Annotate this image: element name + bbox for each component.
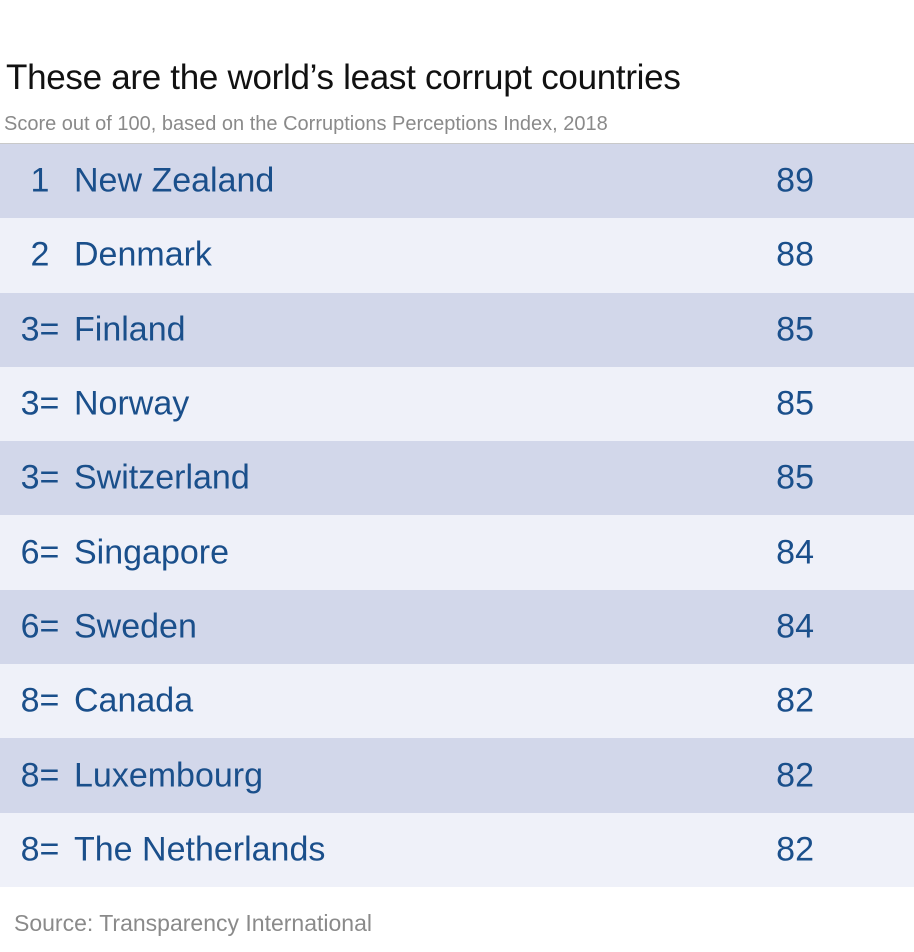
chart-title: These are the world’s least corrupt coun… xyxy=(6,58,681,97)
country-cell: The Netherlands xyxy=(74,830,326,869)
country-cell: Sweden xyxy=(74,607,197,646)
score-cell: 84 xyxy=(776,533,814,572)
rank-cell: 2 xyxy=(30,235,50,274)
table-row: 3= Norway 85 xyxy=(0,366,914,442)
source-note: Source: Transparency International xyxy=(14,910,372,936)
score-cell: 85 xyxy=(776,310,814,349)
table-row: 6= Singapore 84 xyxy=(0,515,914,590)
country-cell: Denmark xyxy=(74,235,212,274)
country-cell: Norway xyxy=(74,384,190,423)
country-cell: Singapore xyxy=(74,533,230,572)
score-cell: 85 xyxy=(776,458,814,497)
country-cell: Finland xyxy=(74,310,186,349)
table-row: 2 Denmark 88 xyxy=(0,218,914,293)
table-row: 8= Luxembourg 82 xyxy=(0,738,914,813)
rank-cell: 3= xyxy=(20,458,60,497)
country-cell: Switzerland xyxy=(74,458,250,497)
rank-cell: 1 xyxy=(30,161,50,200)
ranking-table: 1 New Zealand 89 2 Denmark 88 3= Finland 85 3= Nor… xyxy=(0,144,914,887)
rank-cell: 6= xyxy=(20,533,60,572)
score-cell: 84 xyxy=(776,607,814,646)
rank-cell: 8= xyxy=(20,756,60,795)
country-cell: New Zealand xyxy=(74,161,275,200)
rank-cell: 3= xyxy=(20,310,60,349)
country-cell: Canada xyxy=(74,681,194,720)
score-cell: 82 xyxy=(776,830,814,869)
rank-cell: 8= xyxy=(20,681,60,720)
rank-cell: 3= xyxy=(20,384,60,423)
table-row: 3= Switzerland 85 xyxy=(0,441,914,516)
header-divider xyxy=(0,143,914,144)
table-row: 6= Sweden 84 xyxy=(0,589,914,665)
country-cell: Luxembourg xyxy=(74,756,264,795)
table-row: 8= The Netherlands 82 xyxy=(0,812,914,887)
score-cell: 89 xyxy=(776,161,814,200)
rank-cell: 6= xyxy=(20,607,60,646)
chart-subtitle: Score out of 100, based on the Corruptio… xyxy=(4,113,608,135)
score-cell: 82 xyxy=(776,756,814,795)
table-row: 8= Canada 82 xyxy=(0,664,914,739)
table-row: 3= Finland 85 xyxy=(0,292,914,367)
score-cell: 85 xyxy=(776,384,814,423)
table-row: 1 New Zealand 89 xyxy=(0,144,914,219)
score-cell: 82 xyxy=(776,681,814,720)
rank-cell: 8= xyxy=(20,830,60,869)
score-cell: 88 xyxy=(776,235,814,274)
